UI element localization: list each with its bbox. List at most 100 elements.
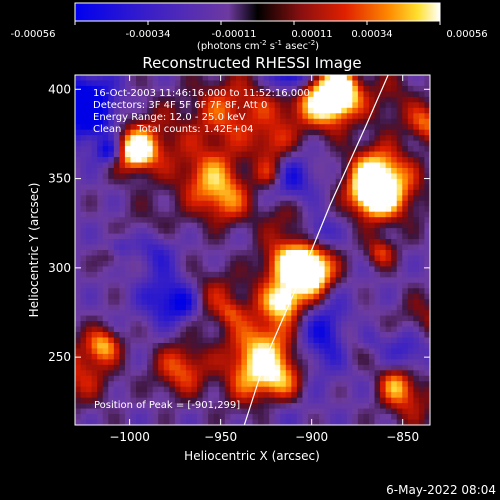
heatmap-cell bbox=[113, 386, 120, 393]
heatmap-cell bbox=[208, 96, 215, 103]
heatmap-cell bbox=[241, 260, 248, 268]
heatmap-cell bbox=[296, 414, 304, 421]
heatmap-cell bbox=[130, 206, 137, 213]
heatmap-cell bbox=[413, 310, 420, 317]
heatmap-cell bbox=[246, 282, 254, 289]
heatmap-cell bbox=[319, 381, 326, 388]
heatmap-cell bbox=[91, 277, 98, 284]
heatmap-cell bbox=[263, 271, 270, 278]
heatmap-cell bbox=[341, 107, 348, 114]
heatmap-cell bbox=[324, 337, 331, 344]
heatmap-cell bbox=[307, 200, 315, 207]
heatmap-cell bbox=[213, 375, 220, 382]
heatmap-cell bbox=[391, 178, 398, 185]
heatmap-cell bbox=[418, 239, 426, 246]
heatmap-cell bbox=[185, 326, 193, 333]
heatmap-cell bbox=[235, 326, 243, 333]
heatmap-cell bbox=[141, 266, 148, 273]
heatmap-cell bbox=[169, 386, 176, 393]
heatmap-cell bbox=[335, 217, 342, 224]
heatmap-cell bbox=[141, 167, 148, 175]
x-axis-ticks: −1000 −950 −900 −850 bbox=[109, 75, 419, 444]
heatmap-cell bbox=[319, 403, 326, 410]
heatmap-cell bbox=[269, 277, 276, 284]
heatmap-cell bbox=[319, 304, 326, 311]
heatmap-cell bbox=[335, 184, 342, 191]
heatmap-cell bbox=[274, 408, 281, 415]
heatmap-cell bbox=[407, 250, 414, 257]
heatmap-cell bbox=[124, 277, 132, 284]
heatmap-cell bbox=[80, 184, 87, 191]
heatmap-cell bbox=[424, 222, 430, 229]
heatmap-cell bbox=[136, 277, 143, 284]
heatmap-cell bbox=[136, 299, 143, 306]
heatmap-cell bbox=[330, 321, 337, 328]
heatmap-cell bbox=[113, 381, 120, 388]
heatmap-cell bbox=[113, 118, 120, 125]
heatmap-cell bbox=[324, 91, 331, 98]
heatmap-cell bbox=[385, 107, 392, 114]
heatmap-cell bbox=[130, 266, 137, 273]
heatmap-cell bbox=[246, 304, 254, 311]
heatmap-cell bbox=[346, 129, 353, 136]
heatmap-cell bbox=[130, 233, 137, 240]
heatmap-cell bbox=[213, 359, 220, 366]
heatmap-cell bbox=[407, 173, 414, 180]
heatmap-cell bbox=[97, 233, 104, 240]
heatmap-cell bbox=[141, 178, 148, 185]
heatmap-cell bbox=[224, 288, 231, 295]
heatmap-cell bbox=[274, 353, 281, 360]
heatmap-cell bbox=[280, 135, 287, 142]
heatmap-cell bbox=[230, 189, 237, 196]
heatmap-cell bbox=[296, 299, 304, 306]
heatmap-cell bbox=[302, 189, 309, 196]
heatmap-cell bbox=[274, 96, 281, 103]
heatmap-cell bbox=[152, 419, 159, 425]
heatmap-cell bbox=[185, 129, 193, 136]
heatmap-cell bbox=[80, 80, 87, 87]
heatmap-cell bbox=[119, 342, 126, 350]
heatmap-cell bbox=[224, 217, 231, 224]
heatmap-cell bbox=[391, 96, 398, 103]
heatmap-cell bbox=[163, 271, 170, 278]
heatmap-cell bbox=[102, 135, 109, 142]
heatmap-cell bbox=[402, 321, 409, 328]
heatmap-cell bbox=[213, 239, 220, 246]
heatmap-cell bbox=[418, 107, 426, 114]
heatmap-cell bbox=[86, 200, 93, 207]
heatmap-cell bbox=[241, 140, 248, 147]
heatmap-cell bbox=[368, 206, 376, 213]
heatmap-cell bbox=[180, 348, 187, 355]
heatmap-cell bbox=[291, 304, 298, 311]
heatmap-cell bbox=[269, 118, 276, 125]
heatmap-cell bbox=[368, 244, 376, 251]
heatmap-cell bbox=[180, 200, 187, 207]
heatmap-cell bbox=[113, 370, 120, 377]
heatmap-cell bbox=[219, 157, 226, 164]
heatmap-cell bbox=[124, 195, 132, 202]
heatmap-cell bbox=[230, 271, 237, 278]
heatmap-cell bbox=[191, 173, 198, 180]
heatmap-cell bbox=[341, 75, 348, 82]
heatmap-cell bbox=[352, 91, 359, 98]
heatmap-cell bbox=[75, 337, 82, 344]
heatmap-cell bbox=[319, 195, 326, 202]
heatmap-cell bbox=[91, 375, 98, 382]
heatmap-cell bbox=[418, 353, 426, 360]
heatmap-cell bbox=[274, 80, 281, 87]
heatmap-cell bbox=[75, 277, 82, 284]
heatmap-cell bbox=[152, 414, 159, 421]
heatmap-cell bbox=[108, 392, 115, 399]
heatmap-cell bbox=[402, 222, 409, 229]
heatmap-cell bbox=[346, 250, 353, 257]
heatmap-cell bbox=[374, 282, 381, 289]
heatmap-cell bbox=[380, 211, 387, 218]
heatmap-cell bbox=[346, 135, 353, 142]
heatmap-cell bbox=[357, 326, 365, 333]
heatmap-cell bbox=[302, 326, 309, 333]
heatmap-cell bbox=[352, 222, 359, 229]
heatmap-cell bbox=[113, 96, 120, 103]
heatmap-cell bbox=[230, 129, 237, 136]
heatmap-cell bbox=[91, 151, 98, 158]
heatmap-cell bbox=[258, 233, 265, 240]
